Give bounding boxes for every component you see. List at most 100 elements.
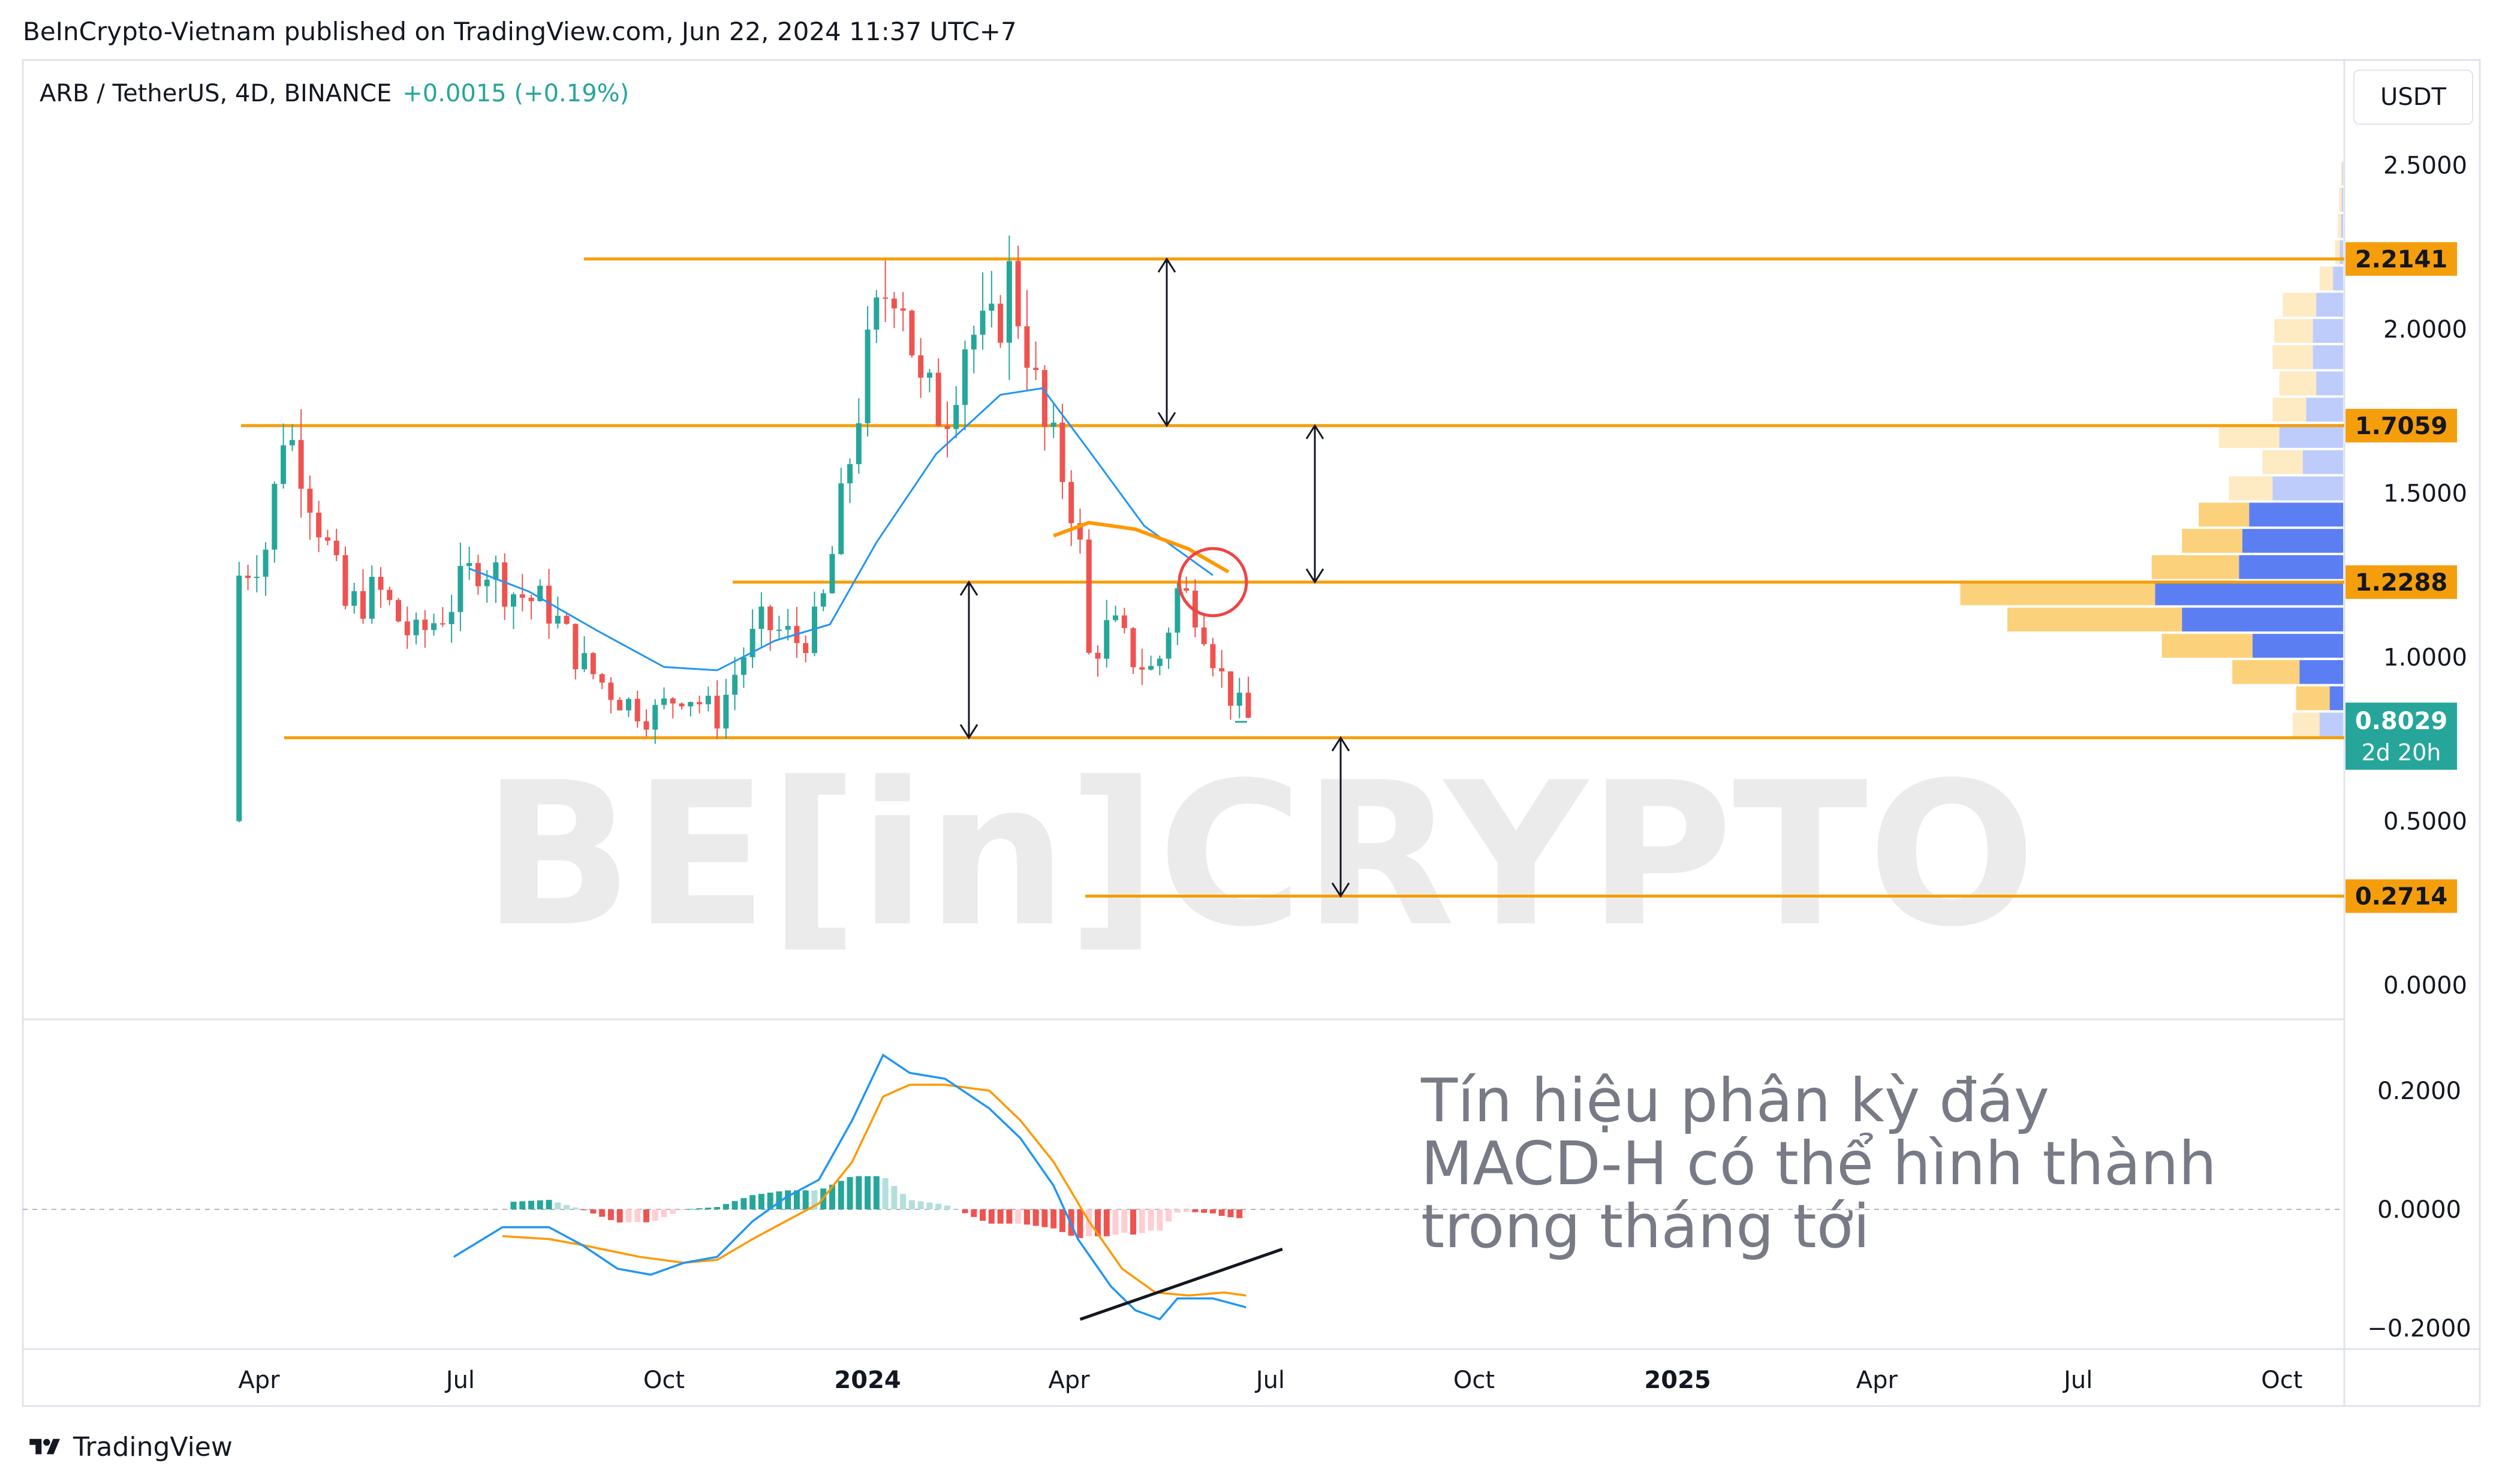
macd-histogram-bar (643, 1209, 649, 1223)
volume-profile-down-bar (2279, 371, 2317, 396)
candle-body (1015, 261, 1021, 327)
symbol-info[interactable]: ARB / TetherUS, 4D, BINANCE +0.0015 (+0.1… (40, 80, 629, 107)
volume-profile-up-bar (2155, 581, 2343, 606)
candle-body (679, 703, 685, 707)
time-tick-label: Oct (2261, 1366, 2302, 1394)
macd-pane (23, 1053, 2344, 1321)
currency-button[interactable]: USDT (2353, 70, 2473, 125)
volume-profile-down-bar (2272, 398, 2307, 422)
candle-body (688, 702, 694, 707)
level-price-label: 0.2714 (2355, 883, 2447, 911)
candle-body (493, 562, 499, 580)
volume-profile-up-bar (2249, 502, 2343, 527)
volume-profile-down-bar (2272, 345, 2313, 369)
macd-histogram-bar (1103, 1209, 1110, 1236)
price-tick-label: 1.0000 (2383, 644, 2467, 672)
macd-histogram-bar (564, 1205, 570, 1209)
candle-body (1059, 422, 1065, 482)
volume-profile-down-bar (2199, 502, 2250, 527)
arrow-head-icon (1331, 736, 1350, 752)
candle-body (935, 372, 941, 426)
candle-body (1130, 628, 1136, 667)
candle-body (599, 674, 605, 683)
macd-histogram-bar (679, 1209, 685, 1211)
volume-profile-down-bar (2283, 293, 2317, 317)
candle-body (971, 335, 977, 350)
candle-body (776, 630, 782, 631)
arrow-head-icon (1157, 412, 1176, 428)
macd-histogram-bar (793, 1190, 800, 1209)
footer[interactable]: TradingView (24, 1432, 233, 1462)
candle-body (617, 700, 623, 711)
macd-histogram-bar (1050, 1209, 1057, 1229)
candle-body (865, 329, 871, 423)
macd-histogram-bar (599, 1209, 606, 1217)
volume-profile-up-bar (2242, 529, 2343, 553)
level-price-label-bg (2346, 408, 2457, 443)
candle-body (546, 585, 552, 624)
macd-histogram-bar (811, 1190, 818, 1209)
macd-histogram-bar (865, 1176, 871, 1209)
volume-profile-up-bar (2272, 476, 2343, 501)
candle-body (254, 576, 260, 578)
candle-body (582, 653, 588, 670)
macd-histogram-bar (962, 1209, 968, 1214)
symbol-name[interactable]: ARB / TetherUS, 4D, BINANCE (40, 80, 392, 107)
candle-body (281, 445, 287, 484)
arrow-head-icon (1157, 257, 1176, 273)
price-change: +0.0015 (+0.19%) (402, 80, 630, 107)
time-tick-label: 2024 (834, 1366, 901, 1394)
time-tick-label: Oct (643, 1366, 685, 1394)
macd-histogram-bar (873, 1176, 880, 1209)
macd-histogram-bar (528, 1200, 535, 1209)
candle-body (316, 513, 322, 538)
candle-body (1104, 620, 1110, 659)
candle-body (998, 303, 1004, 343)
candle-body (918, 355, 924, 378)
candle-body (245, 576, 251, 578)
macd-histogram-bar (926, 1202, 933, 1209)
macd-histogram-bar (1148, 1209, 1154, 1231)
volume-profile-up-bar (2239, 555, 2343, 579)
candle-body (360, 591, 366, 619)
candle-body (953, 405, 959, 429)
candle-body (466, 562, 472, 566)
candle-body (342, 555, 348, 606)
candle-body (883, 297, 889, 299)
candle-body (749, 628, 755, 658)
macd-histogram-bar (1227, 1209, 1234, 1218)
bar-countdown-label: 2d 20h (2362, 739, 2441, 766)
candle-body (847, 464, 853, 484)
macd-histogram-bar (971, 1209, 977, 1217)
price-axis[interactable]: 2.5000 2.0000 1.5000 1.0000 0.5000 0.0000 0.20… (2346, 152, 2471, 1343)
candle-body (758, 606, 764, 629)
candle-body (519, 594, 525, 598)
candle-body (1033, 368, 1039, 371)
macd-histogram-bar (953, 1209, 959, 1210)
candle-body (980, 311, 986, 335)
macd-histogram-bar (1166, 1209, 1172, 1222)
candle-body (1113, 615, 1119, 621)
macd-histogram-bar (891, 1186, 898, 1209)
candle-body (333, 540, 339, 555)
candle-body (431, 623, 437, 630)
volume-profile-down-bar (2007, 607, 2182, 632)
current-price-label: 0.8029 (2355, 708, 2447, 735)
macd-histogram-bar (661, 1209, 667, 1218)
candle-body (740, 657, 746, 675)
volume-profile-down-bar (2319, 266, 2334, 291)
macd-histogram-bar (882, 1178, 889, 1209)
candle-body (1227, 671, 1233, 706)
volume-profile-up-bar (2252, 634, 2343, 658)
candle-body (1077, 523, 1083, 540)
macd-histogram-bar (1174, 1209, 1181, 1213)
candle-body (555, 616, 561, 624)
candle-body (909, 311, 915, 356)
candle-body (714, 696, 720, 729)
candle-body (378, 577, 384, 590)
volume-profile-up-bar (2316, 293, 2343, 317)
time-tick-label: Oct (1453, 1366, 1495, 1394)
macd-tick-label: −0.2000 (2367, 1315, 2471, 1342)
time-axis[interactable]: Apr Jul Oct 2024 Apr Jul Oct 2025 Apr Jul Oct (238, 1366, 2302, 1394)
